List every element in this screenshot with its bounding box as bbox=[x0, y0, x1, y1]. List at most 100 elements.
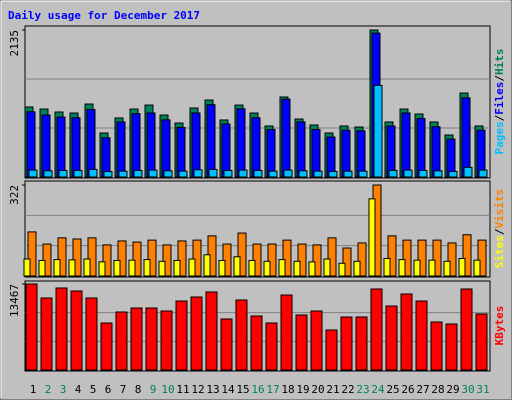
bar bbox=[133, 169, 143, 178]
x-tick-label: 8 bbox=[135, 383, 142, 396]
bar bbox=[158, 260, 166, 277]
bar bbox=[23, 258, 31, 277]
bar bbox=[298, 170, 308, 178]
bar bbox=[102, 244, 112, 277]
bar bbox=[448, 170, 458, 178]
bar bbox=[353, 260, 361, 277]
bar bbox=[143, 259, 151, 277]
x-tick-label: 2 bbox=[45, 383, 52, 396]
bar bbox=[263, 260, 271, 277]
x-tick-label: 27 bbox=[416, 383, 429, 396]
bar bbox=[71, 117, 81, 178]
bar bbox=[236, 108, 246, 178]
bar bbox=[248, 259, 256, 277]
legend-entry: Pages bbox=[493, 121, 506, 154]
bar bbox=[398, 259, 406, 277]
bar bbox=[103, 170, 113, 178]
bar bbox=[431, 126, 441, 178]
bar bbox=[131, 113, 141, 178]
bar bbox=[250, 315, 263, 371]
bar bbox=[86, 109, 96, 178]
bar bbox=[268, 170, 278, 178]
x-tick-label: 28 bbox=[431, 383, 444, 396]
legend-entry: Files bbox=[493, 82, 506, 115]
bar bbox=[370, 288, 383, 371]
x-tick-label: 7 bbox=[120, 383, 127, 396]
bar bbox=[433, 170, 443, 178]
x-tick-label: 5 bbox=[90, 383, 97, 396]
bar bbox=[418, 169, 428, 178]
bar bbox=[311, 128, 321, 178]
bar bbox=[57, 237, 67, 277]
bar bbox=[280, 294, 293, 371]
x-tick-label: 19 bbox=[296, 383, 309, 396]
bar bbox=[88, 168, 98, 178]
bar bbox=[342, 247, 352, 277]
x-tick-label: 26 bbox=[401, 383, 414, 396]
bar bbox=[323, 258, 331, 277]
bar bbox=[38, 259, 46, 277]
bar bbox=[401, 112, 411, 178]
x-tick-label: 18 bbox=[281, 383, 294, 396]
bar bbox=[72, 238, 82, 277]
x-tick-label: 17 bbox=[266, 383, 279, 396]
bar bbox=[176, 126, 186, 178]
bar bbox=[221, 123, 231, 178]
y-tick-label: 322 bbox=[8, 185, 21, 205]
bar bbox=[173, 259, 181, 277]
bar bbox=[340, 316, 353, 371]
bar bbox=[430, 321, 443, 371]
bar bbox=[463, 166, 473, 178]
bar bbox=[447, 242, 457, 277]
bar bbox=[113, 259, 121, 277]
bar bbox=[190, 296, 203, 371]
bar bbox=[386, 125, 396, 178]
bar bbox=[443, 260, 451, 277]
x-tick-label: 31 bbox=[476, 383, 489, 396]
bar bbox=[115, 311, 128, 371]
bar bbox=[462, 234, 472, 277]
bar bbox=[385, 305, 398, 371]
bar bbox=[233, 256, 241, 277]
bar bbox=[100, 322, 113, 371]
bar bbox=[312, 244, 322, 277]
x-tick-label: 14 bbox=[221, 383, 235, 396]
bar bbox=[58, 169, 68, 178]
bar bbox=[310, 310, 323, 371]
bar bbox=[193, 169, 203, 178]
bar bbox=[161, 119, 171, 178]
legend-entry: Hits bbox=[493, 49, 506, 76]
x-tick-label: 12 bbox=[191, 383, 204, 396]
x-tick-label: 13 bbox=[206, 383, 219, 396]
bar bbox=[70, 290, 83, 371]
bar bbox=[148, 169, 158, 178]
legend-separator: / bbox=[493, 228, 506, 235]
bar bbox=[162, 244, 172, 277]
bar bbox=[223, 169, 233, 178]
bar bbox=[343, 170, 353, 178]
bar bbox=[130, 307, 143, 371]
bar bbox=[238, 169, 248, 178]
bar bbox=[40, 297, 53, 371]
bar bbox=[205, 291, 218, 371]
bar bbox=[356, 130, 366, 178]
bar bbox=[55, 287, 68, 371]
bar bbox=[295, 314, 308, 371]
bar bbox=[145, 307, 158, 371]
bar bbox=[68, 259, 76, 277]
bar bbox=[192, 239, 202, 277]
bar bbox=[387, 235, 397, 277]
y-tick-label: 13467 bbox=[8, 284, 21, 317]
bar bbox=[87, 237, 97, 277]
bar bbox=[73, 169, 83, 178]
bar bbox=[267, 243, 277, 277]
bar bbox=[175, 300, 188, 371]
legend: Pages/Files/Hits bbox=[493, 49, 506, 155]
legend-entry: KBytes bbox=[493, 306, 506, 346]
x-tick-label: 16 bbox=[251, 383, 264, 396]
x-tick-label: 4 bbox=[75, 383, 82, 396]
bar bbox=[458, 257, 466, 277]
bar bbox=[403, 169, 413, 178]
x-tick-label: 1 bbox=[30, 383, 37, 396]
